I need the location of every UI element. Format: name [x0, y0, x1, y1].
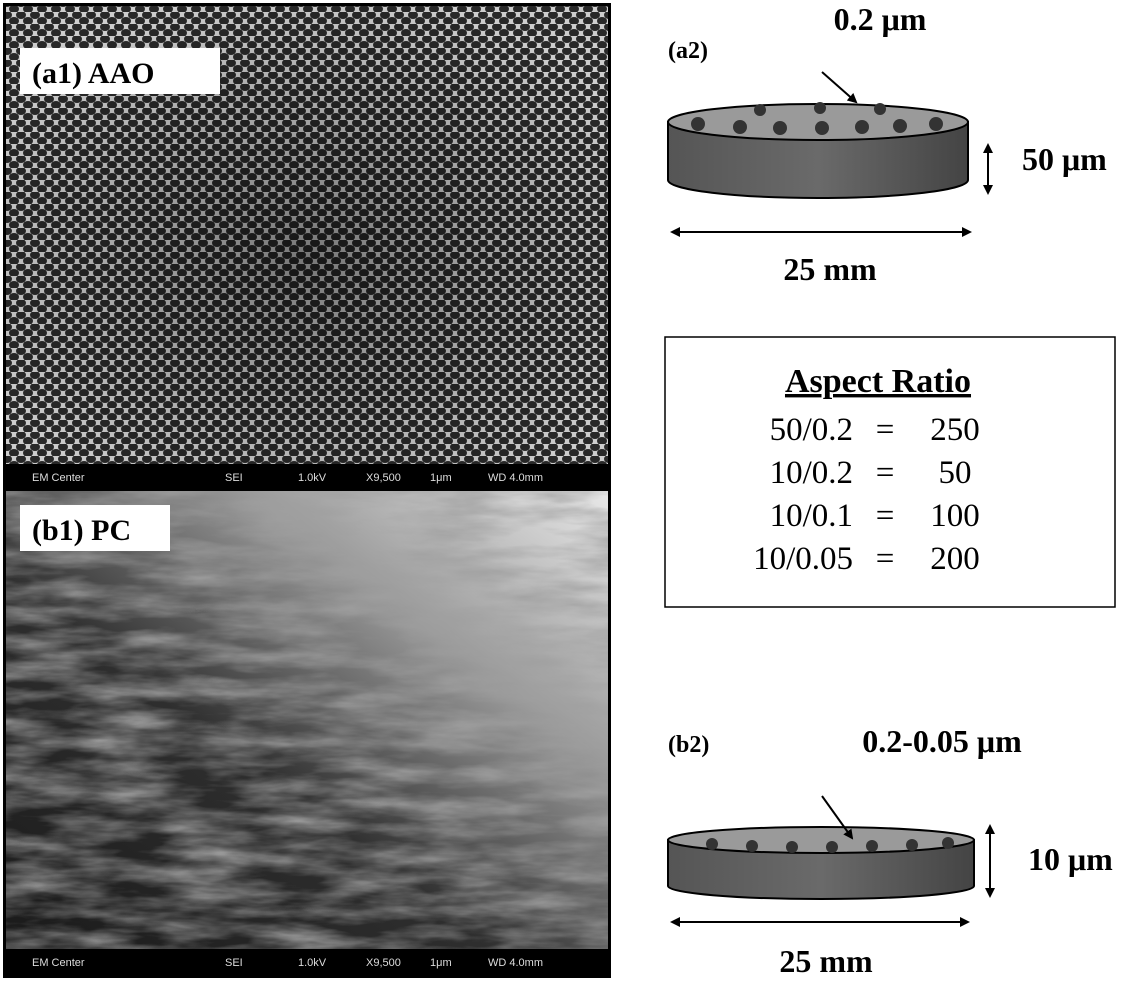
ratio: 10/0.2 [770, 455, 853, 491]
equals: = [876, 498, 895, 534]
ratio: 10/0.1 [770, 498, 853, 534]
sem-info: EM Center [32, 957, 85, 969]
sem-a1: (a1) AAO [6, 6, 608, 464]
thickness: 50 μm [1022, 141, 1107, 177]
equals: = [876, 455, 895, 491]
sem-b1: (b1) PC [6, 491, 608, 949]
pore-size: 0.2-0.05 μm [862, 723, 1022, 759]
sem-info: SEI [225, 957, 243, 969]
sem-info: EM Center [32, 472, 85, 484]
panel-label: (b2) [668, 732, 709, 758]
panel-label: (a1) AAO [32, 57, 155, 90]
equals: = [876, 412, 895, 448]
sem-info: 1μm [430, 957, 452, 969]
sem-info: X9,500 [366, 957, 401, 969]
sem-info: X9,500 [366, 472, 401, 484]
figure: (a1) AAO (b1) PC (a2) 0.2 μm 50 μm 25 mm… [0, 0, 1136, 983]
ratio: 50/0.2 [770, 412, 853, 448]
membrane [668, 102, 968, 198]
ratio: 10/0.05 [753, 541, 853, 577]
diameter: 25 mm [783, 251, 877, 287]
panel-label: (b1) PC [32, 514, 131, 547]
thickness: 10 μm [1028, 841, 1113, 877]
sem-info: SEI [225, 472, 243, 484]
equals: = [876, 541, 895, 577]
panel-label: (a2) [668, 38, 708, 64]
result: 200 [930, 541, 980, 577]
sem-info: 1.0kV [298, 472, 327, 484]
aspect-title: Aspect Ratio [785, 363, 971, 400]
result: 250 [930, 412, 980, 448]
sem-info: 1μm [430, 472, 452, 484]
pore-size: 0.2 μm [834, 1, 927, 37]
sem-info: WD 4.0mm [488, 957, 543, 969]
diameter: 25 mm [779, 943, 873, 979]
sem-info: 1.0kV [298, 957, 327, 969]
membrane [668, 827, 974, 899]
result: 100 [930, 498, 980, 534]
result: 50 [939, 455, 972, 491]
sem-info: WD 4.0mm [488, 472, 543, 484]
